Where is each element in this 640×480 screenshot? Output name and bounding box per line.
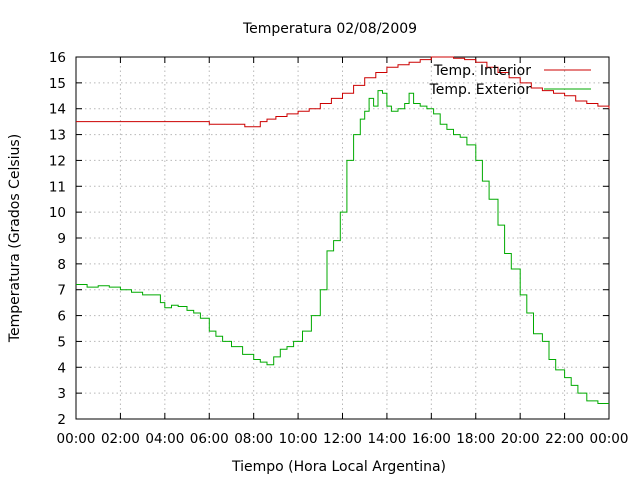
- grid-lines: [76, 57, 609, 419]
- x-tick-label: 08:00: [234, 431, 273, 447]
- x-tick-label: 00:00: [590, 431, 629, 447]
- x-tick-label: 20:00: [501, 431, 540, 447]
- series-line-temp-exterior: [76, 90, 609, 404]
- y-axis-title: Temperatura (Grados Celsius): [7, 134, 23, 343]
- x-tick-label: 06:00: [190, 431, 229, 447]
- y-tick-label: 16: [49, 50, 66, 66]
- y-tick-label: 2: [57, 412, 66, 428]
- y-tick-label: 13: [49, 128, 66, 144]
- y-tick-label: 12: [49, 153, 66, 169]
- y-tick-label: 11: [49, 179, 66, 195]
- y-tick-label: 5: [57, 334, 66, 350]
- y-tick-label: 7: [57, 283, 66, 299]
- axis-ticks: 2 3 4 5 6 7 8 9 10 11 12 13 14 15 16 00:00 02:00 04:00 06:…: [49, 50, 629, 447]
- y-tick-label: 9: [57, 231, 66, 247]
- x-tick-label: 16:00: [412, 431, 451, 447]
- x-axis-title: Tiempo (Hora Local Argentina): [231, 459, 446, 475]
- x-tick-label: 12:00: [323, 431, 362, 447]
- legend-label-temp-interior: Temp. Interior: [433, 63, 532, 79]
- y-tick-label: 15: [49, 76, 66, 92]
- y-tick-label: 6: [57, 309, 66, 325]
- y-tick-label: 14: [49, 102, 66, 118]
- x-tick-label: 18:00: [456, 431, 495, 447]
- chart-title: Temperatura 02/08/2009: [242, 21, 417, 37]
- x-tick-label: 22:00: [545, 431, 584, 447]
- legend-label-temp-exterior: Temp. Exterior: [429, 82, 532, 98]
- y-tick-label: 4: [57, 360, 66, 376]
- series-line-temp-interior: [76, 56, 610, 128]
- legend: Temp. Interior Temp. Exterior: [429, 63, 591, 98]
- x-tick-label: 04:00: [145, 431, 184, 447]
- x-tick-label: 10:00: [279, 431, 318, 447]
- y-tick-label: 8: [57, 257, 66, 273]
- x-tick-label: 02:00: [101, 431, 140, 447]
- y-tick-label: 10: [49, 205, 66, 221]
- x-tick-label: 00:00: [57, 431, 96, 447]
- y-tick-label: 3: [57, 386, 66, 402]
- series-lines: [76, 56, 610, 404]
- x-tick-label: 14:00: [367, 431, 406, 447]
